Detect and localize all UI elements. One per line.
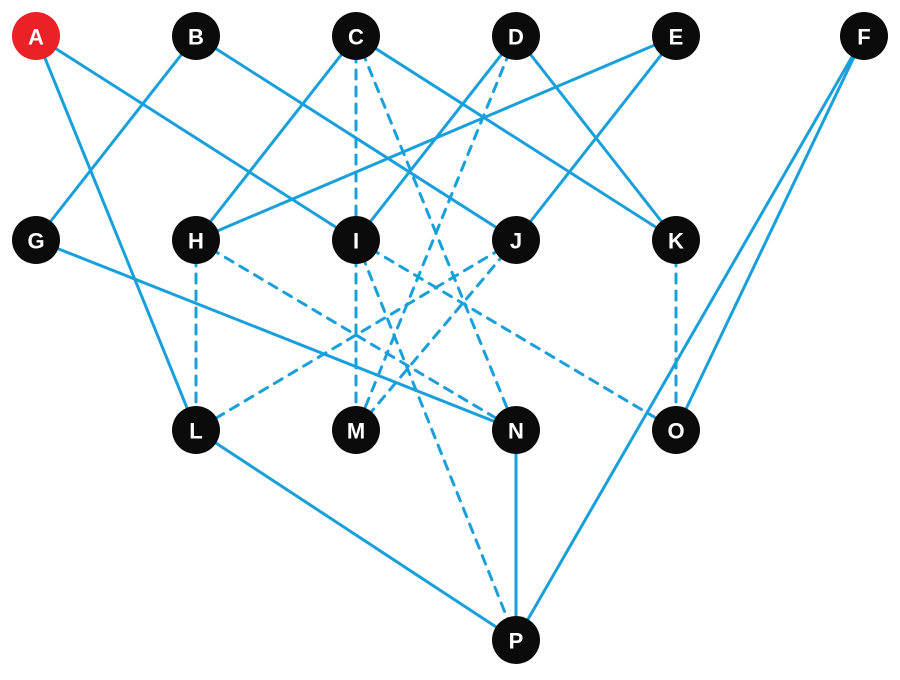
node-K: K xyxy=(652,216,700,264)
node-label-F: F xyxy=(857,25,870,50)
edge-A-I xyxy=(36,36,356,240)
node-O: O xyxy=(652,406,700,454)
nodes-layer: A B C D E F G H I J K L M N O P xyxy=(12,12,888,664)
node-C: C xyxy=(332,12,380,60)
node-L: L xyxy=(172,406,220,454)
edge-C-H xyxy=(196,36,356,240)
edge-F-O xyxy=(676,36,864,430)
edge-A-L xyxy=(36,36,196,430)
node-B: B xyxy=(172,12,220,60)
node-G: G xyxy=(12,216,60,264)
node-F: F xyxy=(840,12,888,60)
node-N: N xyxy=(492,406,540,454)
edge-F-P xyxy=(516,36,864,640)
node-H: H xyxy=(172,216,220,264)
edge-E-H xyxy=(196,36,676,240)
node-A: A xyxy=(12,12,60,60)
edge-G-N xyxy=(36,240,516,430)
node-label-J: J xyxy=(510,229,522,254)
node-I: I xyxy=(332,216,380,264)
node-label-A: A xyxy=(28,25,44,50)
network-diagram: A B C D E F G H I J K L M N O P xyxy=(0,0,900,680)
node-label-C: C xyxy=(348,25,364,50)
node-label-P: P xyxy=(509,629,524,654)
node-D: D xyxy=(492,12,540,60)
node-J: J xyxy=(492,216,540,264)
edge-J-M xyxy=(356,240,516,430)
edge-B-G xyxy=(36,36,196,240)
node-label-O: O xyxy=(667,419,684,444)
edge-I-P xyxy=(356,240,516,640)
edges-layer xyxy=(36,36,864,640)
node-label-H: H xyxy=(188,229,204,254)
node-label-N: N xyxy=(508,419,524,444)
node-label-M: M xyxy=(347,419,365,444)
node-label-K: K xyxy=(668,229,684,254)
node-label-L: L xyxy=(189,419,202,444)
node-E: E xyxy=(652,12,700,60)
node-label-E: E xyxy=(669,25,684,50)
node-label-I: I xyxy=(353,229,359,254)
node-label-D: D xyxy=(508,25,524,50)
node-label-B: B xyxy=(188,25,204,50)
edge-C-K xyxy=(356,36,676,240)
node-M: M xyxy=(332,406,380,454)
edge-L-P xyxy=(196,430,516,640)
node-label-G: G xyxy=(27,229,44,254)
node-P: P xyxy=(492,616,540,664)
edge-I-O xyxy=(356,240,676,430)
